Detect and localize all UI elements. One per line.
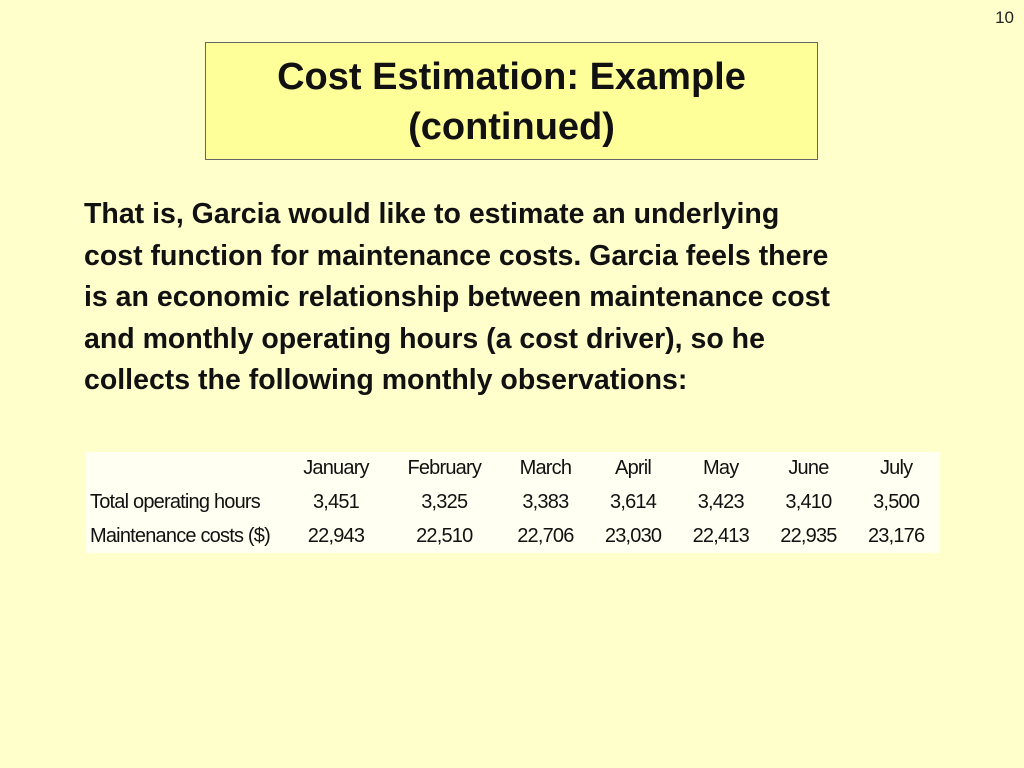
table-cell: 22,510 <box>416 524 473 547</box>
title-line: (continued) <box>408 106 615 148</box>
table-cell: 3,410 <box>785 490 832 513</box>
table-row: Total operating hours 3,451 3,325 3,383 3,61… <box>86 486 940 520</box>
body-text: That is, Garcia would like to estimate a… <box>84 194 830 402</box>
table-cell: 3,451 <box>312 490 360 513</box>
table-row: Maintenance costs ($) 22,943 22,510 22,706 2… <box>86 519 940 553</box>
body-line: cost function for maintenance costs. Gar… <box>84 239 829 272</box>
title-box: Cost Estimation: Example (continued) <box>205 42 818 160</box>
table-cell: 23,176 <box>867 524 925 547</box>
title-line: Cost Estimation: Example <box>277 56 746 98</box>
table-cell: 22,706 <box>517 524 574 547</box>
table-cell: 22,413 <box>692 524 750 547</box>
table-cell: 23,030 <box>604 524 662 547</box>
column-header: January <box>303 457 369 480</box>
table-cell: 3,500 <box>873 490 920 513</box>
header-row: January February March April May June July <box>86 452 940 486</box>
corner-cell <box>86 452 285 486</box>
table-cell: 22,943 <box>307 524 365 547</box>
table-cell: 3,423 <box>697 490 745 513</box>
table-cell: 3,325 <box>421 490 468 513</box>
column-header: February <box>407 457 482 480</box>
data-table: January February March April May June July Tota… <box>86 452 940 553</box>
body-line: That is, Garcia would like to estimate a… <box>84 198 780 230</box>
column-header: March <box>519 457 572 480</box>
row-label: Total operating hours <box>90 490 261 513</box>
column-header: June <box>788 457 829 480</box>
body-line: collects the following monthly observati… <box>84 364 688 396</box>
body-line: is an economic relationship between main… <box>84 281 830 313</box>
table-cell: 22,935 <box>780 524 837 547</box>
table-cell: 3,383 <box>522 490 569 513</box>
body-line: and monthly operating hours (a cost driv… <box>84 322 765 355</box>
row-label: Maintenance costs ($) <box>90 524 271 547</box>
column-header: April <box>615 457 652 480</box>
slide-number: 10 <box>995 8 1014 27</box>
column-header: July <box>879 457 913 480</box>
column-header: May <box>703 457 739 480</box>
table-cell: 3,614 <box>610 490 657 513</box>
